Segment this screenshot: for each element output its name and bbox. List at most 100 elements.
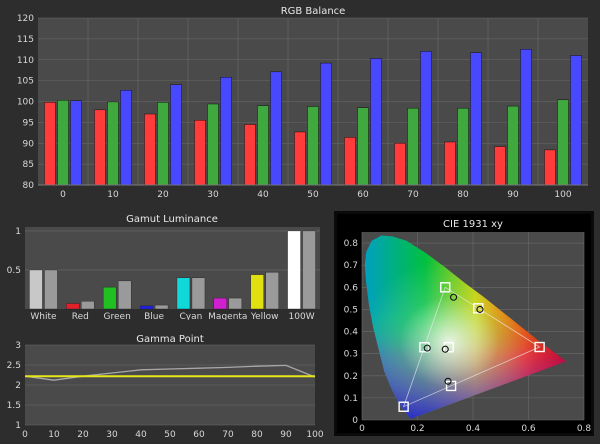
rgb-x-tick: 70	[407, 190, 419, 200]
gamut-x-tick: Green	[104, 312, 131, 320]
gamma-x-tick: 20	[77, 430, 89, 440]
gamut-luminance-chart: Gamut Luminance 0.5 1 White Red Green Blue Cya…	[0, 210, 330, 320]
gamut-measured-bar	[29, 269, 43, 310]
cie-measured-marker	[441, 345, 449, 353]
rgb-x-tick: 10	[107, 190, 119, 200]
rgb-y-tick: 85	[23, 160, 34, 170]
rgb-bar	[507, 105, 519, 186]
rgb-bar	[220, 77, 232, 186]
gamma-y-tick: 1	[15, 421, 21, 431]
rgb-bar	[244, 124, 256, 186]
gamut-measured-bar	[176, 277, 191, 310]
gamut-x-tick: Cyan	[180, 312, 203, 320]
gamma-y-tick: 3	[15, 341, 21, 351]
rgb-x-tick: 90	[507, 190, 519, 200]
cie-title: CIE 1931 xy	[443, 219, 503, 230]
cie-target-marker	[419, 342, 430, 353]
gamut-measured-bar	[213, 297, 228, 310]
rgb-y-tick: 115	[17, 35, 34, 45]
gamut-target-bar	[44, 269, 58, 310]
rgb-bar	[294, 131, 306, 186]
rgb-bar	[520, 49, 532, 186]
rgb-bar	[470, 52, 482, 186]
gamut-target-bar	[81, 300, 95, 310]
gamut-measured-bar	[139, 305, 154, 310]
gamma-y-tick: 1.5	[7, 401, 21, 411]
rgb-y-tick: 80	[23, 181, 35, 191]
cie-y-tick: 0	[352, 416, 358, 426]
gamut-y-tick: 1	[15, 227, 21, 237]
cie-measured-marker	[476, 305, 484, 313]
gamma-x-tick: 80	[251, 430, 263, 440]
cie-y-tick: 0.7	[344, 261, 358, 271]
rgb-bar	[357, 107, 369, 186]
rgb-bar	[370, 58, 382, 186]
gamut-target-bar	[191, 277, 206, 310]
rgb-x-tick: 30	[207, 190, 219, 200]
gamut-target-bar	[228, 297, 243, 310]
cie-y-tick: 0.4	[344, 328, 359, 338]
rgb-bar	[120, 90, 132, 186]
gamma-point-chart: Gamma Point 1 1.5 2 2.5 3 0 10 20 30 40 50 60 70 80 90…	[0, 332, 330, 444]
rgb-y-tick: 120	[17, 14, 34, 24]
gamut-target-bar	[117, 280, 132, 310]
rgb-bar	[270, 71, 282, 186]
rgb-bar	[407, 107, 419, 186]
cie-y-tick: 0.6	[344, 283, 359, 293]
rgb-balance-chart: RGB Balance 80 85 90 95 100 105 110 115 120 0 10 20…	[0, 0, 600, 200]
gamma-y-tick: 2.5	[7, 361, 21, 371]
rgb-y-tick: 100	[17, 98, 34, 108]
rgb-x-tick: 100	[554, 190, 571, 200]
rgb-bar	[207, 103, 219, 186]
rgb-bar	[307, 106, 319, 186]
rgb-bar	[257, 105, 269, 186]
gamut-y-tick: 0.5	[7, 266, 21, 276]
gamma-x-tick: 60	[193, 430, 205, 440]
gamma-x-tick: 10	[48, 430, 60, 440]
rgb-bar	[157, 102, 169, 186]
rgb-x-tick: 40	[257, 190, 269, 200]
cie-measured-marker	[450, 293, 458, 301]
gamma-x-tick: 100	[306, 430, 323, 440]
gamut-measured-bar	[66, 303, 80, 310]
rgb-y-tick: 110	[17, 56, 34, 66]
cie-y-tick: 0.2	[344, 372, 358, 382]
gamut-x-tick: Magenta	[208, 312, 247, 320]
cie-measured-marker	[423, 344, 431, 352]
rgb-y-tick: 95	[23, 118, 34, 128]
rgb-bar	[57, 100, 69, 186]
gamma-series-line	[24, 364, 316, 381]
gamut-x-tick: Red	[72, 312, 89, 320]
cie-y-tick: 0.1	[344, 394, 358, 404]
gamma-x-tick: 50	[164, 430, 176, 440]
gamut-x-tick: 100W	[289, 312, 315, 320]
gamut-x-tick: White	[30, 312, 57, 320]
gamma-x-tick: 40	[135, 430, 147, 440]
gamut-x-tick: Blue	[144, 312, 164, 320]
rgb-bar	[394, 143, 406, 186]
gamma-x-tick: 30	[106, 430, 118, 440]
rgb-bar	[544, 149, 556, 186]
cie-target-marker	[440, 282, 451, 293]
rgb-x-tick: 60	[357, 190, 369, 200]
gamma-x-tick: 70	[222, 430, 234, 440]
cie-x-tick: 0.6	[521, 424, 536, 433]
gamut-target-bar	[265, 272, 279, 310]
rgb-x-tick: 20	[157, 190, 169, 200]
rgb-bar	[557, 99, 569, 186]
rgb-bar	[144, 113, 156, 186]
rgb-bar	[344, 137, 356, 186]
cie-y-tick: 0.8	[344, 239, 359, 249]
gamma-x-tick: 90	[280, 430, 292, 440]
cie-x-tick: 0.2	[410, 424, 424, 433]
gamma-x-tick: 0	[22, 430, 28, 440]
rgb-bar	[420, 51, 432, 186]
gamut-target-bar	[154, 304, 169, 310]
rgb-x-tick: 0	[60, 190, 66, 200]
rgb-x-tick: 50	[307, 190, 319, 200]
cie-x-tick: 0.4	[466, 424, 481, 433]
gamut-x-tick: Yellow	[250, 312, 279, 320]
cie-target-marker	[398, 401, 409, 412]
rgb-x-tick: 80	[457, 190, 469, 200]
rgb-y-tick: 105	[17, 77, 34, 87]
